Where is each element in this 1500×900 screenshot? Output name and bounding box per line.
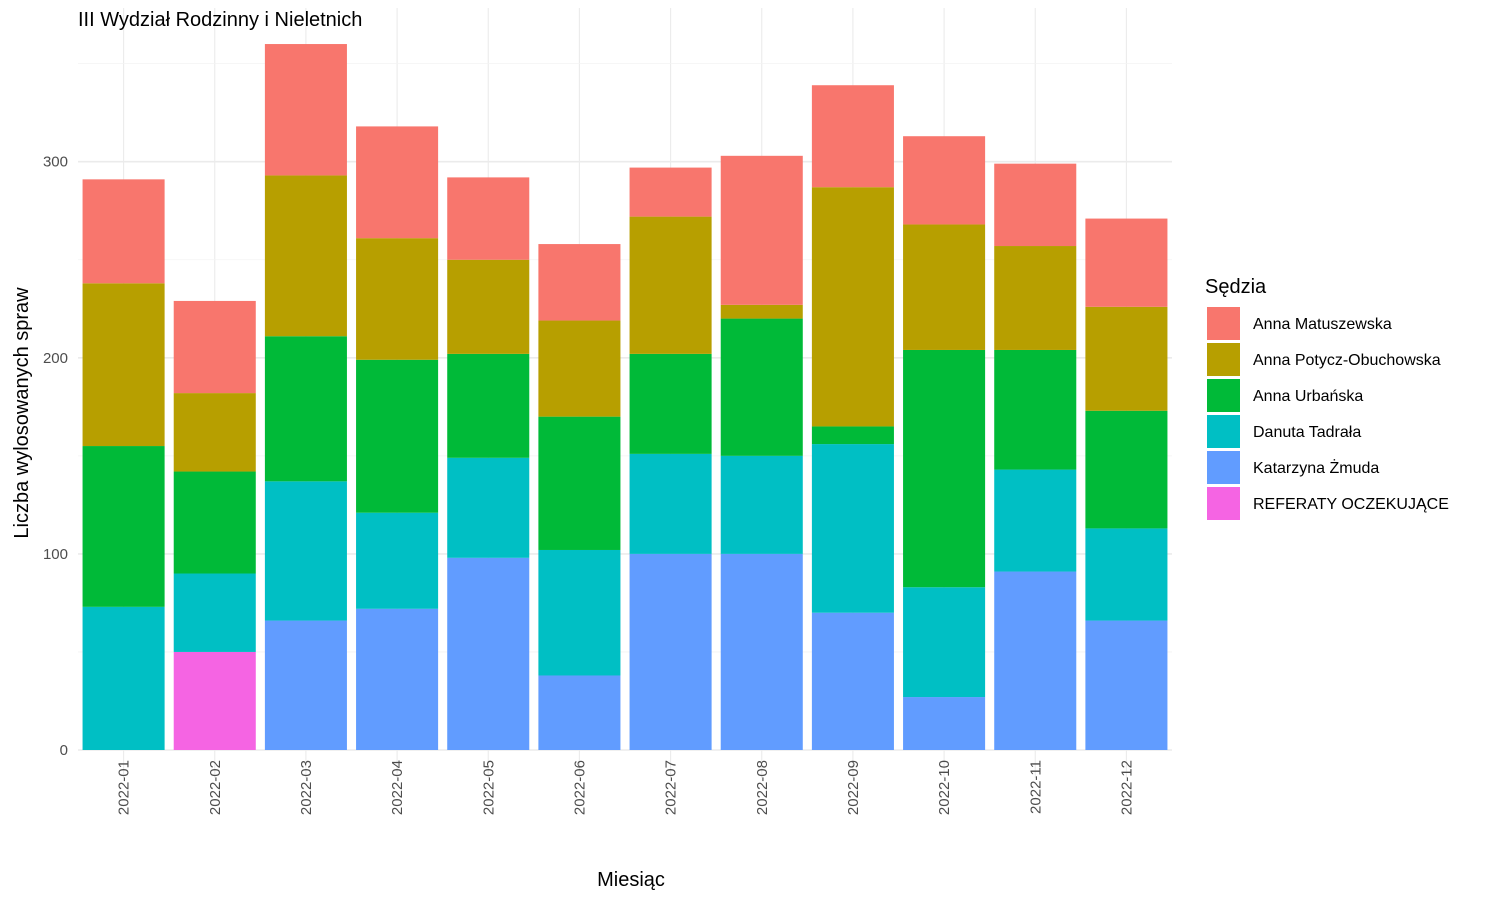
bar-segment <box>538 549 621 676</box>
bar-segment <box>356 359 439 513</box>
y-tick-label: 200 <box>43 350 68 367</box>
bar-segment <box>538 675 621 750</box>
bar-segment <box>629 167 712 217</box>
bar-segment <box>82 446 165 607</box>
bar-segment <box>903 697 986 750</box>
bar-segment <box>264 44 347 176</box>
bar-segment <box>356 238 439 360</box>
bar-segment <box>720 304 803 319</box>
y-tick-label: 100 <box>43 546 68 563</box>
bar-segment <box>264 481 347 621</box>
legend-title: Sędzia <box>1205 276 1267 298</box>
bar-segment <box>811 187 894 427</box>
y-axis-title: Liczba wylosowanych spraw <box>11 287 33 539</box>
bar-segment <box>1085 306 1168 411</box>
chart-title: III Wydział Rodzinny i Nieletnich <box>78 9 362 31</box>
legend-key <box>1207 451 1240 484</box>
legend-key <box>1207 415 1240 448</box>
bar-segment <box>811 426 894 445</box>
bar-segment <box>629 353 712 454</box>
x-tick-label: 2022-07 <box>663 760 680 815</box>
y-axis-ticks: 0 100 200 300 <box>43 154 68 759</box>
bar-segment <box>994 349 1077 470</box>
bar-segment <box>903 349 986 588</box>
bar-segment <box>720 155 803 305</box>
bar-segment <box>720 455 803 554</box>
legend-label: REFERATY OCZEKUJĄCE <box>1253 496 1449 513</box>
x-tick-label: 2022-01 <box>116 760 133 815</box>
bar-segment <box>447 353 530 458</box>
bar-segment <box>629 453 712 554</box>
grid-lines <box>78 8 1172 778</box>
bar-segment <box>811 612 894 750</box>
bar-segment <box>1085 410 1168 529</box>
bar-segment <box>1085 218 1168 307</box>
x-tick-label: 2022-06 <box>571 760 588 815</box>
x-tick-label: 2022-03 <box>298 760 315 815</box>
bar-segment <box>538 244 621 321</box>
bar-segment <box>629 216 712 354</box>
bar-segment <box>903 587 986 698</box>
bar-segment <box>264 175 347 337</box>
bar-segment <box>811 85 894 188</box>
bar-segment <box>994 571 1077 750</box>
bar-segment <box>447 177 530 260</box>
x-tick-label: 2022-10 <box>936 760 953 815</box>
bars <box>82 44 1168 750</box>
bar-segment <box>447 557 530 750</box>
bar-segment <box>264 336 347 482</box>
y-tick-label: 0 <box>60 742 68 759</box>
bar-segment <box>173 573 256 652</box>
bar-segment <box>447 457 530 558</box>
x-tick-label: 2022-04 <box>389 760 406 815</box>
x-tick-label: 2022-08 <box>754 760 771 815</box>
bar-segment <box>356 512 439 609</box>
bar-segment <box>356 608 439 750</box>
y-tick-label: 300 <box>43 154 68 171</box>
x-tick-label: 2022-09 <box>845 760 862 815</box>
bar-segment <box>720 553 803 750</box>
bar-segment <box>994 469 1077 572</box>
x-tick-label: 2022-11 <box>1027 760 1044 814</box>
bar-segment <box>82 606 165 750</box>
legend-key <box>1207 487 1240 520</box>
bar-segment <box>994 246 1077 350</box>
bar-segment <box>1085 528 1168 621</box>
legend-key <box>1207 307 1240 340</box>
bar-segment <box>903 224 986 350</box>
x-tick-label: 2022-02 <box>207 760 224 815</box>
bar-segment <box>447 259 530 354</box>
bar-segment <box>264 620 347 750</box>
bar-segment <box>173 393 256 472</box>
bar-segment <box>538 416 621 550</box>
bar-segment <box>173 471 256 574</box>
bar-segment <box>173 651 256 750</box>
legend-key <box>1207 343 1240 376</box>
bar-segment <box>994 163 1077 247</box>
x-axis-title: Miesiąc <box>597 869 665 891</box>
x-tick-label: 2022-05 <box>480 760 497 815</box>
legend-label: Katarzyna Żmuda <box>1253 458 1379 477</box>
legend-label: Danuta Tadrała <box>1253 424 1361 441</box>
x-axis-ticks: 2022-01 2022-02 2022-03 2022-04 2022-05 2022-… <box>116 760 1136 815</box>
bar-segment <box>173 300 256 394</box>
bar-segment <box>82 283 165 447</box>
legend-label: Anna Potycz-Obuchowska <box>1253 352 1441 369</box>
bar-segment <box>811 444 894 613</box>
bar-segment <box>629 553 712 750</box>
bar-segment <box>356 126 439 239</box>
x-tick-label: 2022-12 <box>1118 760 1135 815</box>
bar-segment <box>538 320 621 417</box>
legend-label: Anna Matuszewska <box>1253 316 1392 333</box>
legend-key <box>1207 379 1240 412</box>
legend: Sędzia Anna Matuszewska Anna Potycz-Obuch… <box>1205 276 1449 520</box>
bar-segment <box>720 318 803 456</box>
legend-label: Anna Urbańska <box>1253 388 1363 405</box>
bar-segment <box>903 136 986 225</box>
bar-segment <box>1085 620 1168 750</box>
bar-segment <box>82 179 165 284</box>
